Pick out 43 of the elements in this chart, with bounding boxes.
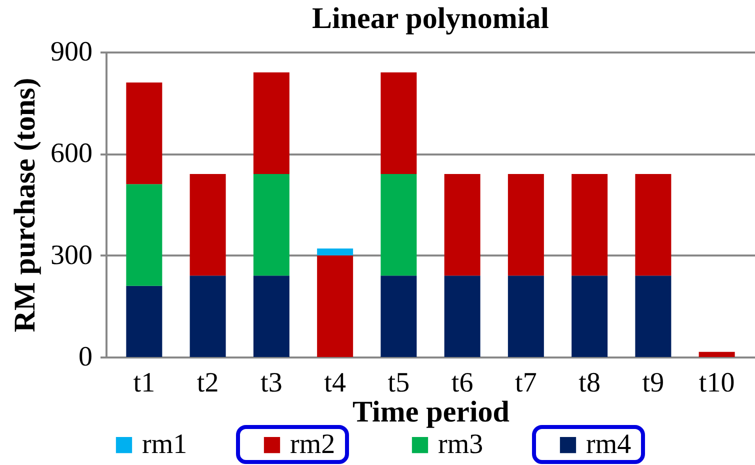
bar bbox=[190, 276, 226, 357]
bar bbox=[253, 174, 290, 276]
x-tick-label: t3 bbox=[260, 368, 282, 398]
x-tick-label: t6 bbox=[451, 368, 474, 398]
y-tick-label: 0 bbox=[78, 342, 92, 372]
bar bbox=[444, 174, 480, 276]
x-tick-label: t1 bbox=[133, 368, 156, 398]
x-tick-label: t7 bbox=[515, 368, 537, 398]
x-tick-label: t2 bbox=[196, 368, 219, 398]
bar bbox=[126, 286, 162, 357]
legend-label: rm4 bbox=[586, 429, 632, 460]
bar bbox=[635, 174, 672, 276]
x-tick-label: t5 bbox=[388, 368, 410, 398]
bar bbox=[190, 174, 226, 276]
bar bbox=[380, 72, 417, 174]
bar bbox=[508, 276, 544, 357]
bar bbox=[253, 72, 290, 174]
bar bbox=[126, 184, 162, 286]
legend-label: rm2 bbox=[290, 429, 336, 460]
x-axis-title: Time period bbox=[352, 396, 510, 428]
y-tick-label: 600 bbox=[50, 138, 92, 170]
x-tick-label: t10 bbox=[698, 368, 735, 398]
y-axis-title: RM purchase (tons) bbox=[8, 78, 42, 332]
bar bbox=[635, 276, 672, 357]
bar bbox=[572, 276, 608, 357]
y-tick-label: 300 bbox=[50, 240, 92, 271]
bar bbox=[380, 174, 417, 276]
bar bbox=[317, 248, 354, 256]
bar bbox=[317, 255, 354, 357]
legend-label: rm3 bbox=[438, 429, 484, 460]
x-tick-label: t8 bbox=[578, 368, 600, 398]
chart-title: Linear polynomial bbox=[312, 2, 549, 35]
bar bbox=[380, 276, 417, 357]
x-tick-label: t4 bbox=[324, 368, 346, 398]
bar bbox=[698, 352, 735, 357]
bar bbox=[444, 276, 480, 357]
x-tick-label: t9 bbox=[642, 368, 664, 398]
legend-label: rm1 bbox=[142, 429, 188, 460]
bar bbox=[126, 82, 162, 184]
y-tick-label: 900 bbox=[50, 36, 92, 68]
bar bbox=[508, 174, 544, 276]
bar bbox=[253, 276, 290, 357]
bar bbox=[572, 174, 608, 276]
